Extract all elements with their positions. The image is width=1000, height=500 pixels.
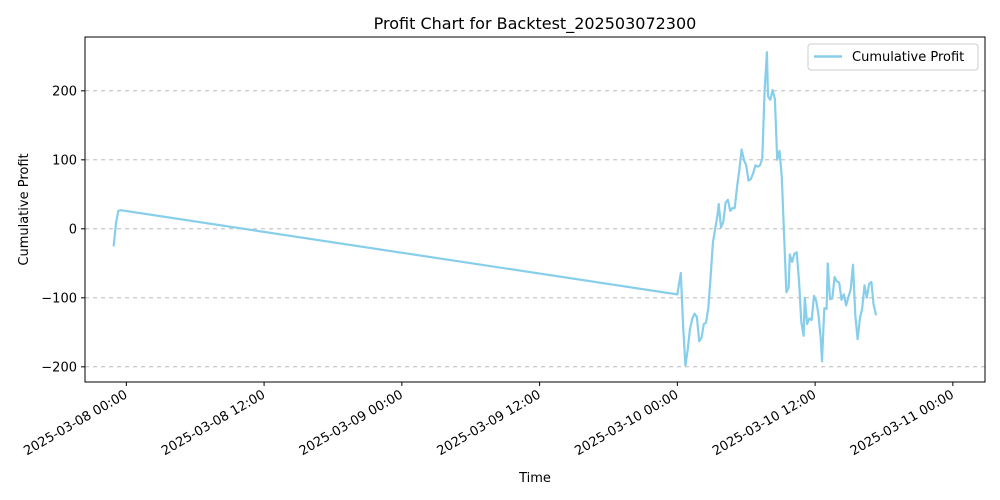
legend-box (807, 43, 979, 71)
series-line-cumulative-profit (112, 51, 878, 367)
x-tick-label: 2025-03-10 00:00 (572, 387, 681, 459)
x-tick-label: 2025-03-09 00:00 (297, 387, 406, 459)
grid-lines (85, 90, 985, 368)
x-tick-label: 2025-03-08 00:00 (21, 387, 130, 459)
y-tick-label: −200 (41, 360, 77, 375)
x-axis-title: Time (518, 471, 551, 486)
x-tick-label: 2025-03-11 00:00 (848, 387, 957, 459)
y-tick-label: 200 (52, 84, 77, 99)
y-axis-title: Cumulative Profit (17, 153, 32, 265)
y-axis: −200 −100 0 100 200 (41, 84, 85, 375)
x-tick-label: 2025-03-08 12:00 (159, 387, 268, 459)
y-tick-label: −100 (41, 291, 77, 306)
y-tick-label: 100 (52, 153, 77, 168)
x-tick-label: 2025-03-09 12:00 (435, 387, 544, 459)
plot-frame (84, 36, 986, 383)
series-layer (112, 51, 878, 367)
legend: Cumulative Profit (807, 43, 979, 71)
chart-title: Profit Chart for Backtest_202503072300 (374, 14, 697, 34)
y-tick-label: 0 (69, 222, 77, 237)
x-tick-label: 2025-03-10 12:00 (710, 387, 819, 459)
x-axis: 2025-03-08 00:00 2025-03-08 12:00 2025-03-… (21, 382, 957, 459)
legend-label: Cumulative Profit (852, 50, 964, 65)
